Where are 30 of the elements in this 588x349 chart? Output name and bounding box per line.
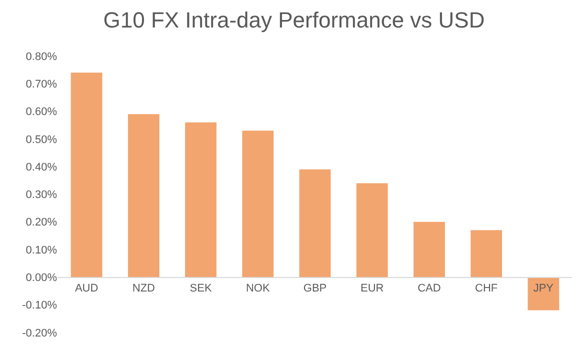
y-tick-label: 0.20%	[26, 216, 58, 229]
x-tick-label: CHF	[475, 282, 498, 294]
bar	[299, 169, 331, 278]
x-tick-label: GBP	[303, 282, 327, 294]
x-tick-label: AUD	[74, 282, 98, 294]
y-tick-label: 0.30%	[26, 189, 58, 202]
bar	[414, 222, 445, 278]
x-tick-label: NZD	[132, 282, 156, 294]
y-tick-label: 0.60%	[26, 106, 58, 118]
bar	[528, 277, 560, 310]
x-tick-label: SEK	[190, 282, 212, 294]
x-tick-label: EUR	[360, 282, 384, 294]
bar	[70, 72, 102, 278]
y-tick-label: -0.20%	[22, 327, 58, 340]
y-tick-label: 0.40%	[26, 161, 58, 174]
y-tick-label: 0.70%	[26, 78, 58, 91]
x-tick-label: JPY	[533, 282, 554, 294]
bar	[470, 230, 502, 278]
y-tick-label: 0.80%	[26, 50, 58, 63]
y-tick-label: 0.00%	[26, 272, 58, 284]
x-tick-label: CAD	[418, 282, 441, 294]
chart-title: G10 FX Intra-day Performance vs USD	[103, 8, 485, 33]
y-tick-label: 0.50%	[26, 134, 58, 146]
bar	[185, 122, 216, 278]
x-tick-label: NOK	[246, 282, 270, 294]
y-tick-label: -0.10%	[22, 300, 58, 312]
bar	[242, 130, 274, 278]
bar	[356, 183, 388, 278]
y-tick-label: 0.10%	[26, 244, 58, 256]
bar	[128, 114, 160, 278]
